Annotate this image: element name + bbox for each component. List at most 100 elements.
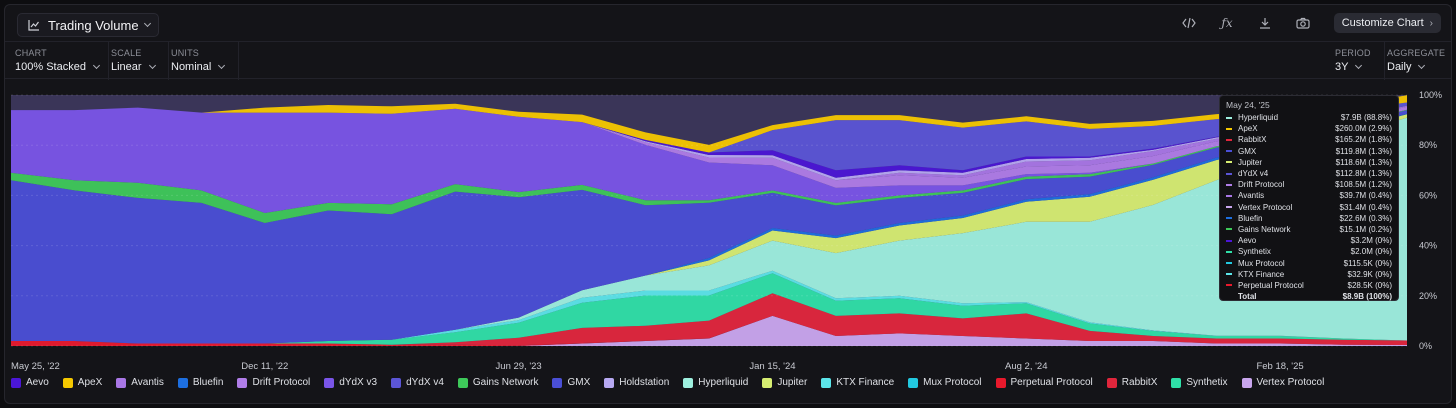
legend-label: KTX Finance — [836, 377, 895, 388]
series-swatch — [1226, 116, 1232, 119]
legend-label: Vertex Protocol — [1256, 377, 1325, 388]
tooltip-series-name: Vertex Protocol — [1238, 202, 1293, 212]
series-swatch — [1226, 127, 1232, 130]
chevron-down-icon — [148, 61, 156, 70]
x-tick-label: Aug 2, '24 — [1005, 361, 1048, 372]
aggregate-select[interactable]: AGGREGATE Daily — [1377, 48, 1447, 78]
area-drift-protocol — [11, 106, 1407, 188]
legend-swatch — [821, 377, 832, 388]
tooltip-series-name: Synthetix — [1238, 247, 1271, 257]
tooltip-series-name: Avantis — [1238, 191, 1265, 201]
legend-item[interactable]: Synthetix — [1171, 377, 1228, 388]
legend-label: Perpetual Protocol — [1010, 377, 1093, 388]
legend-item[interactable]: GMX — [552, 377, 590, 388]
series-swatch — [1226, 138, 1232, 141]
legend-swatch — [62, 377, 73, 388]
tooltip-series-value: $115.5K (0%) — [1343, 258, 1392, 268]
chevron-down-icon — [218, 61, 226, 70]
stacked-area-chart[interactable]: 0% 20% 40% 60% 80% 100% May 25, '22 Dec 11, '22… — [5, 85, 1452, 375]
tooltip-series-value: $32.9K (0%) — [1347, 269, 1392, 279]
series-swatch — [1226, 217, 1232, 220]
x-tick-label: Dec 11, '22 — [241, 361, 288, 372]
tooltip-series-name: GMX — [1238, 146, 1257, 156]
legend-item[interactable]: Hyperliquid — [683, 377, 748, 388]
period-select[interactable]: PERIOD 3Y — [1325, 42, 1385, 80]
legend-item[interactable]: Avantis — [116, 377, 164, 388]
tooltip-total-value: $8.9B (100%) — [1342, 292, 1392, 301]
tooltip-row: Aevo $3.2M (0%) — [1226, 235, 1392, 246]
legend-item[interactable]: Vertex Protocol — [1241, 377, 1325, 388]
x-tick-label: Feb 18, '25 — [1256, 361, 1303, 372]
tooltip-row: Gains Network $15.1M (0.2%) — [1226, 224, 1392, 235]
legend-swatch — [177, 377, 188, 388]
area-vertex-protocol — [11, 315, 1407, 346]
legend-item[interactable]: Mux Protocol — [908, 377, 982, 388]
legend-item[interactable]: Drift Protocol — [237, 377, 310, 388]
legend-item[interactable]: Perpetual Protocol — [995, 377, 1093, 388]
tooltip-series-value: $28.5K (0%) — [1347, 280, 1392, 290]
y-tick-label: 100% — [1419, 90, 1442, 100]
legend-label: Bluefin — [192, 377, 224, 388]
series-swatch — [1226, 206, 1232, 209]
tooltip-series-value: $39.7M (0.4%) — [1339, 191, 1392, 201]
area-avantis — [11, 105, 1407, 181]
series-swatch — [1226, 273, 1232, 276]
tooltip-series-value: $118.6M (1.3%) — [1335, 157, 1392, 167]
series-swatch — [1226, 150, 1232, 153]
legend-label: Mux Protocol — [923, 377, 982, 388]
legend-swatch — [116, 377, 127, 388]
tooltip-series-name: Jupiter — [1238, 157, 1263, 167]
area-gains-network — [11, 109, 1407, 223]
y-tick-label: 0% — [1419, 341, 1432, 351]
series-swatch — [1226, 284, 1232, 287]
tooltip-series-value: $3.2M (0%) — [1350, 236, 1392, 246]
tooltip-series-name: Drift Protocol — [1238, 180, 1285, 190]
units-select[interactable]: UNITS Nominal — [161, 42, 239, 80]
area-gmx — [11, 110, 1407, 344]
chart-type-select[interactable]: CHART 100% Stacked — [5, 42, 109, 80]
tooltip-series-value: $112.8M (1.3%) — [1335, 169, 1392, 179]
tooltip-date: May 24, '25 — [1226, 100, 1270, 110]
legend-item[interactable]: ApeX — [62, 377, 103, 388]
legend-item[interactable]: Holdstation — [604, 377, 669, 388]
chevron-down-icon — [143, 19, 151, 28]
legend-item[interactable]: Bluefin — [177, 377, 224, 388]
period-label: PERIOD — [1335, 48, 1371, 58]
legend-label: ApeX — [77, 377, 103, 388]
legend-item[interactable]: dYdX v3 — [324, 377, 377, 388]
legend-item[interactable]: dYdX v4 — [391, 377, 444, 388]
scale-select[interactable]: SCALE Linear — [101, 42, 169, 80]
legend-swatch — [683, 377, 694, 388]
tooltip-row: Bluefin $22.6M (0.3%) — [1226, 213, 1392, 224]
legend-label: dYdX v4 — [406, 377, 444, 388]
tooltip-row: RabbitX $165.2M (1.8%) — [1226, 134, 1392, 145]
legend-item[interactable]: Jupiter — [762, 377, 807, 388]
series-swatch — [1226, 228, 1232, 231]
tooltip-series-value: $7.9B (88.8%) — [1340, 113, 1392, 123]
chart-title: Trading Volume — [48, 17, 139, 33]
fx-icon[interactable]: ƒx — [1221, 16, 1233, 30]
legend-item[interactable]: RabbitX — [1106, 377, 1157, 388]
tooltip-series-value: $15.1M (0.2%) — [1339, 224, 1392, 234]
customize-chart-button[interactable]: Customize Chart › — [1333, 13, 1441, 33]
chart-title-dropdown[interactable]: Trading Volume — [17, 13, 159, 37]
legend-item[interactable]: KTX Finance — [821, 377, 894, 388]
legend-swatch — [1241, 377, 1252, 388]
code-icon[interactable] — [1181, 15, 1197, 31]
y-tick-label: 40% — [1419, 241, 1437, 251]
legend-label: Drift Protocol — [252, 377, 311, 388]
camera-icon[interactable] — [1295, 15, 1311, 31]
legend-label: Gains Network — [472, 377, 539, 388]
legend-item[interactable]: Gains Network — [457, 377, 539, 388]
legend-swatch — [324, 377, 335, 388]
legend-swatch — [552, 377, 563, 388]
series-swatch — [1226, 161, 1232, 164]
tooltip-total: Total $8.9B (100%) — [1226, 292, 1392, 301]
chevron-down-icon — [1418, 61, 1426, 70]
legend-item[interactable]: Aevo — [11, 377, 49, 388]
chart-legend: Aevo ApeX Avantis Bluefin Drift Protocol dYdX… — [11, 377, 1338, 388]
chevron-down-icon — [92, 61, 100, 70]
tooltip-series-name: RabbitX — [1238, 135, 1267, 145]
download-icon[interactable] — [1257, 15, 1273, 31]
series-swatch — [1226, 194, 1232, 197]
